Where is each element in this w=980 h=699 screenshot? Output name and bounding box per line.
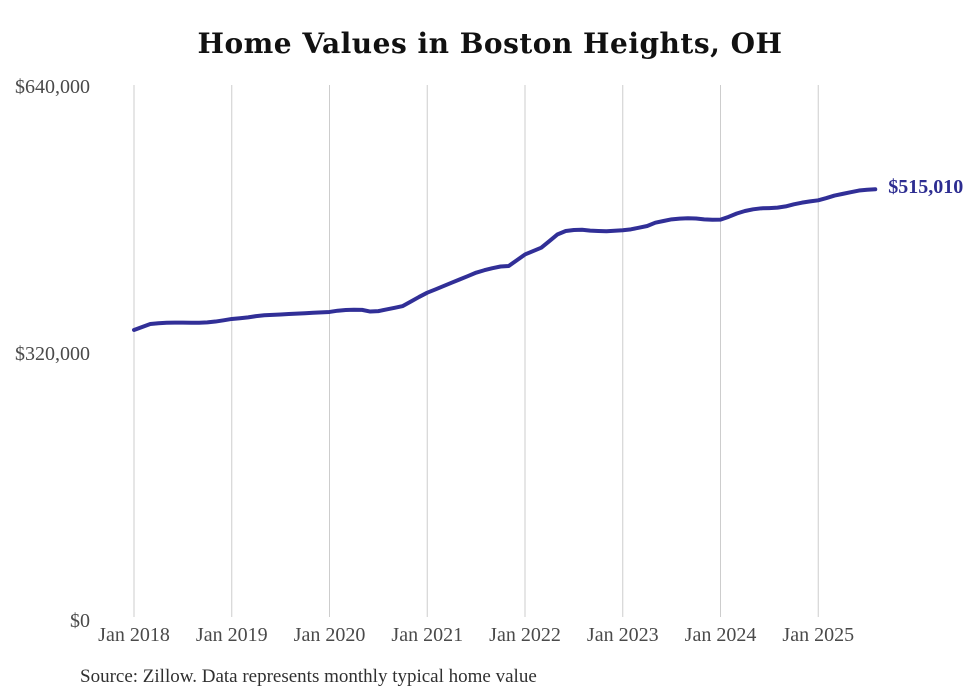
x-axis-tick-label: Jan 2025 xyxy=(782,624,855,646)
x-axis-tick-label: Jan 2024 xyxy=(684,624,757,646)
gridlines xyxy=(133,85,819,617)
x-axis-tick-label: Jan 2020 xyxy=(293,624,366,646)
x-axis-tick-label: Jan 2023 xyxy=(586,624,659,646)
y-axis-tick-label: $320,000 xyxy=(15,343,90,365)
source-note: Source: Zillow. Data represents monthly … xyxy=(80,666,537,687)
y-axis-tick-label: $0 xyxy=(70,610,90,632)
series-end-value-label: $515,010 xyxy=(888,176,964,199)
x-axis-tick-label: Jan 2019 xyxy=(195,624,268,646)
x-axis-tick-label: Jan 2021 xyxy=(391,624,464,646)
x-axis-tick-label: Jan 2018 xyxy=(98,624,170,646)
value-line xyxy=(132,187,878,332)
y-axis-tick-label: $640,000 xyxy=(15,76,90,98)
page-title: Home Values in Boston Heights, OH xyxy=(197,27,783,60)
x-axis-tick-label: Jan 2022 xyxy=(489,624,561,646)
